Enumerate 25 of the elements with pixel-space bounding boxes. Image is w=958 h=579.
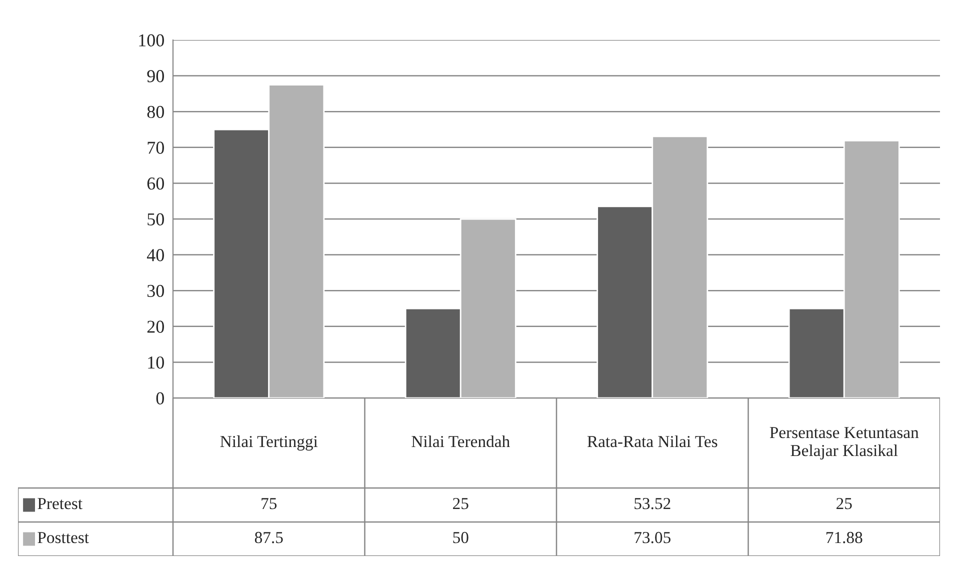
data-label: 75 <box>262 498 277 510</box>
x-tick-label: Rata-Rata Nilai Tes <box>587 435 718 448</box>
y-tick-label: 50 <box>148 213 164 226</box>
legend-label: Pretest <box>38 498 82 510</box>
data-label: 53.52 <box>634 498 670 510</box>
y-tick-label: 80 <box>147 106 164 118</box>
x-tick-label: Nilai Tertinggi <box>220 435 318 451</box>
data-label: 87.5 <box>254 532 283 544</box>
data-label: 25 <box>453 498 468 510</box>
y-tick-label: 30 <box>147 284 164 298</box>
data-label: 50 <box>453 532 468 544</box>
x-tick-label: Nilai Terendah <box>412 435 510 448</box>
legend-label: Posttest <box>38 532 89 544</box>
data-label: 25 <box>836 498 852 510</box>
x-tick-label: Persentase Ketuntasan Belajar Klasikal <box>770 427 919 460</box>
y-tick-label: 90 <box>147 70 164 82</box>
y-tick-label: 10 <box>148 356 164 369</box>
y-tick-label: 70 <box>148 142 164 154</box>
y-tick-label: 0 <box>156 392 164 404</box>
y-tick-label: 20 <box>147 320 164 333</box>
y-tick-label: 60 <box>147 177 164 190</box>
data-label: 71.88 <box>826 532 862 544</box>
y-tick-label: 100 <box>139 34 164 46</box>
data-label: 73.05 <box>634 532 670 544</box>
y-tick-label: 40 <box>146 249 164 262</box>
